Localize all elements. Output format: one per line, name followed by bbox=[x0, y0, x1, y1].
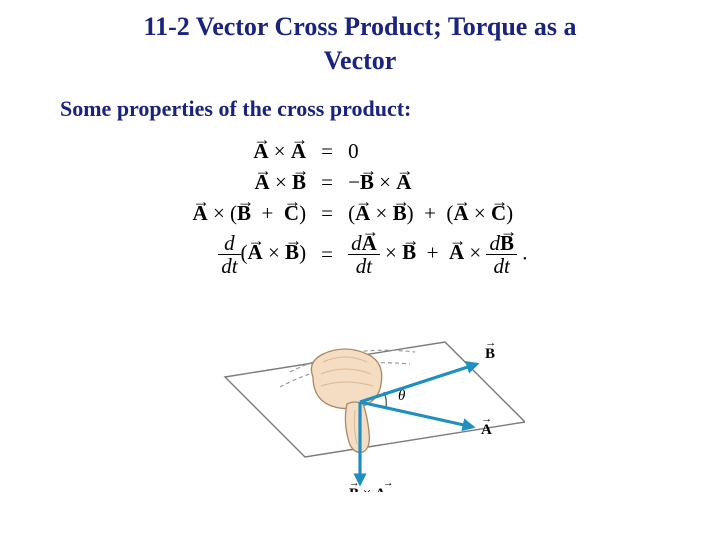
equation-lhs: A × (B + C) bbox=[187, 198, 313, 229]
equation-row: A × (B + C)=(A × B) + (A × C) bbox=[187, 198, 534, 229]
page-title: 11-2 Vector Cross Product; Torque as a V… bbox=[0, 10, 720, 78]
svg-text:→: → bbox=[485, 337, 496, 349]
title-line-2: Vector bbox=[0, 44, 720, 78]
equations-block: A × A=0A × B=−B × AA × (B + C)=(A × B) +… bbox=[0, 136, 720, 280]
equation-rhs: dAdt × B + A × dBdt . bbox=[342, 229, 533, 280]
equals-sign: = bbox=[312, 136, 342, 167]
equals-sign: = bbox=[312, 229, 342, 280]
equals-sign: = bbox=[312, 167, 342, 198]
diagram-container: θB→A→B × A→→ bbox=[0, 292, 720, 492]
equations-table: A × A=0A × B=−B × AA × (B + C)=(A × B) +… bbox=[187, 136, 534, 280]
subtitle: Some properties of the cross product: bbox=[60, 96, 720, 122]
equals-sign: = bbox=[312, 198, 342, 229]
svg-text:→: → bbox=[349, 478, 360, 489]
svg-text:→: → bbox=[383, 478, 394, 489]
svg-text:→: → bbox=[481, 413, 492, 425]
right-hand-rule-diagram: θB→A→B × A→→ bbox=[195, 292, 525, 492]
equation-row: ddt(A × B)=dAdt × B + A × dBdt . bbox=[187, 229, 534, 280]
title-line-1: 11-2 Vector Cross Product; Torque as a bbox=[0, 10, 720, 44]
equation-lhs: ddt(A × B) bbox=[187, 229, 313, 280]
